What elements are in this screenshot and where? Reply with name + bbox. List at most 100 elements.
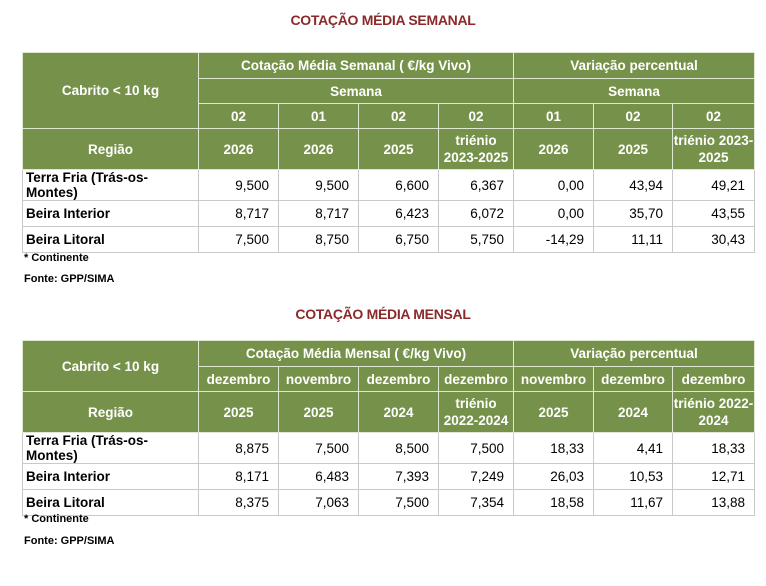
- value-cell: 8,500: [358, 432, 439, 464]
- corner-header: Cabrito < 10 kg: [22, 52, 199, 129]
- value-cell: 9,500: [198, 169, 279, 201]
- period-header: novembro: [513, 366, 594, 392]
- table-row: Beira Litoral 8,375 7,063 7,500 7,354 18,58 11…: [22, 489, 755, 516]
- value-cell: 7,354: [438, 489, 514, 516]
- period-header: 02: [358, 103, 439, 129]
- value-cell: 13,88: [672, 489, 755, 516]
- region-cell: Terra Fria (Trás-os-Montes): [22, 432, 199, 464]
- value-cell: 5,750: [437, 226, 515, 253]
- period-header: 02: [198, 103, 279, 129]
- period-header: 02: [437, 103, 515, 129]
- value-cell: 6,750: [358, 226, 439, 253]
- period-header: dezembro: [672, 366, 755, 392]
- period-header: dezembro: [358, 366, 439, 392]
- period-header: 02: [593, 103, 674, 129]
- value-cell: 4,41: [593, 432, 673, 464]
- value-cell: 7,393: [358, 463, 439, 490]
- region-cell: Beira Interior: [22, 200, 199, 227]
- value-cell: 49,21: [672, 169, 756, 201]
- year-header: triénio 2022-2024: [672, 391, 755, 433]
- value-cell: 9,500: [278, 169, 359, 201]
- value-cell: 26,03: [513, 463, 594, 490]
- year-header: 2026: [198, 128, 279, 170]
- value-cell: 7,500: [198, 226, 279, 253]
- monthly-price-table: Cabrito < 10 kg Cotação Média Mensal ( €/…: [22, 340, 755, 516]
- weekly-price-table: Cabrito < 10 kg Cotação Média Semanal ( €…: [22, 52, 756, 253]
- year-header: 2024: [358, 391, 439, 433]
- value-cell: 7,500: [358, 489, 439, 516]
- period-header: 02: [672, 103, 756, 129]
- table-row: Beira Interior 8,171 6,483 7,393 7,249 26,03 1…: [22, 463, 755, 490]
- variation-group-header: Variação percentual: [513, 52, 756, 79]
- value-cell: 0,00: [513, 169, 595, 201]
- value-cell: 8,717: [278, 200, 359, 227]
- value-cell: 12,71: [672, 463, 755, 490]
- corner-header: Cabrito < 10 kg: [22, 340, 199, 392]
- value-cell: 8,717: [198, 200, 279, 227]
- year-header: 2025: [593, 128, 674, 170]
- value-cell: 8,375: [198, 489, 279, 516]
- value-cell: 6,072: [437, 200, 515, 227]
- weekly-title: COTAÇÃO MÉDIA SEMANAL: [290, 12, 476, 28]
- value-cell: 11,11: [593, 226, 674, 253]
- period-header: dezembro: [198, 366, 279, 392]
- year-header: 2026: [278, 128, 359, 170]
- year-header: 2024: [593, 391, 673, 433]
- region-cell: Beira Interior: [22, 463, 199, 490]
- value-cell: 8,171: [198, 463, 279, 490]
- value-cell: 7,500: [278, 432, 359, 464]
- week-subheader: Semana: [197, 78, 515, 104]
- table-row: Terra Fria (Trás-os-Montes) 9,500 9,500 6,6…: [22, 169, 756, 201]
- value-cell: 43,94: [593, 169, 674, 201]
- value-cell: 6,367: [437, 169, 515, 201]
- year-header: triénio 2022-2024: [438, 391, 514, 433]
- value-cell: 6,423: [358, 200, 439, 227]
- year-header: triénio 2023-2025: [437, 128, 515, 170]
- period-header: dezembro: [438, 366, 514, 392]
- value-cell: 35,70: [593, 200, 674, 227]
- weekly-source: Fonte: GPP/SIMA: [24, 273, 115, 285]
- value-cell: 7,500: [438, 432, 514, 464]
- period-header: novembro: [278, 366, 359, 392]
- table-row: Beira Interior 8,717 8,717 6,423 6,072 0,00 35…: [22, 200, 756, 227]
- value-cell: 18,58: [513, 489, 594, 516]
- region-cell: Beira Litoral: [22, 226, 199, 253]
- variation-group-header: Variação percentual: [513, 340, 755, 367]
- week-subheader: Semana: [513, 78, 756, 104]
- value-cell: 7,063: [278, 489, 359, 516]
- value-cell: 10,53: [593, 463, 673, 490]
- monthly-note: * Continente: [24, 513, 89, 525]
- region-header: Região: [22, 391, 199, 433]
- region-cell: Beira Litoral: [22, 489, 199, 516]
- value-cell: 8,875: [198, 432, 279, 464]
- period-header: 01: [278, 103, 359, 129]
- monthly-source: Fonte: GPP/SIMA: [24, 535, 115, 547]
- value-cell: 30,43: [672, 226, 756, 253]
- value-cell: 0,00: [513, 200, 595, 227]
- price-group-header: Cotação Média Mensal ( €/kg Vivo): [198, 340, 514, 367]
- price-group-header: Cotação Média Semanal ( €/kg Vivo): [197, 52, 515, 79]
- weekly-note: * Continente: [24, 252, 89, 264]
- value-cell: 7,249: [438, 463, 514, 490]
- table-row: Beira Litoral 7,500 8,750 6,750 5,750 -14,29 1…: [22, 226, 756, 253]
- value-cell: -14,29: [513, 226, 595, 253]
- year-header: 2025: [358, 128, 439, 170]
- year-header: triénio 2023-2025: [672, 128, 756, 170]
- period-header: 01: [513, 103, 595, 129]
- period-header: dezembro: [593, 366, 673, 392]
- value-cell: 18,33: [513, 432, 594, 464]
- value-cell: 6,483: [278, 463, 359, 490]
- value-cell: 6,600: [358, 169, 439, 201]
- value-cell: 8,750: [278, 226, 359, 253]
- table-row: Terra Fria (Trás-os-Montes) 8,875 7,500 8,5…: [22, 432, 755, 464]
- year-header: 2026: [513, 128, 595, 170]
- region-cell: Terra Fria (Trás-os-Montes): [22, 169, 199, 201]
- value-cell: 18,33: [672, 432, 755, 464]
- year-header: 2025: [198, 391, 279, 433]
- year-header: 2025: [513, 391, 594, 433]
- monthly-title: COTAÇÃO MÉDIA MENSAL: [295, 306, 471, 322]
- region-header: Região: [22, 128, 199, 170]
- year-header: 2025: [278, 391, 359, 433]
- value-cell: 11,67: [593, 489, 673, 516]
- value-cell: 43,55: [672, 200, 756, 227]
